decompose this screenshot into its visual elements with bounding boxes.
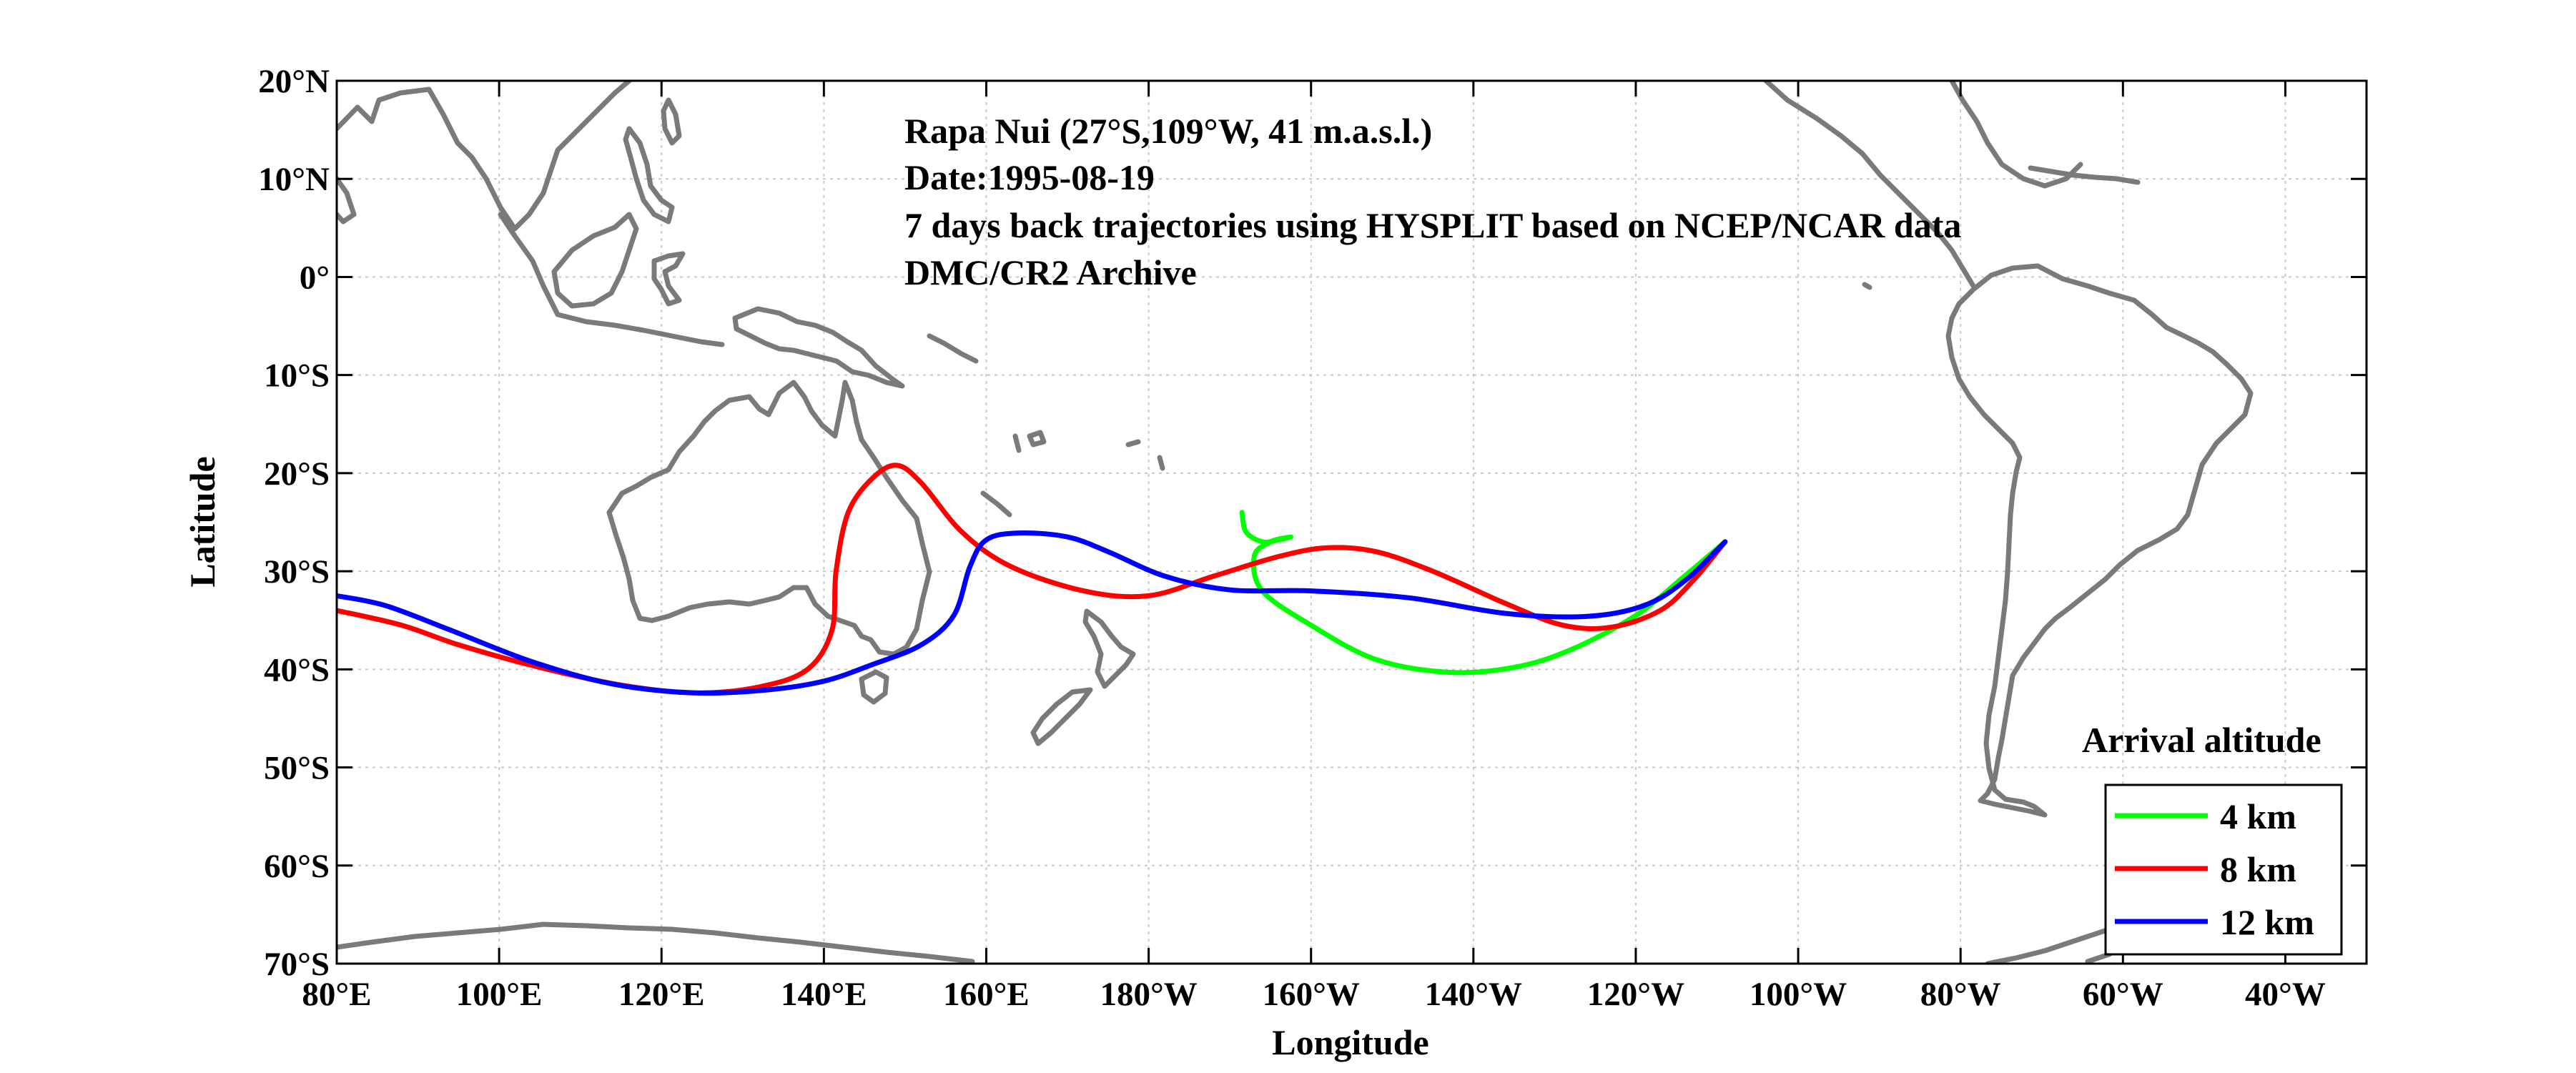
coast-india-tip: [337, 176, 357, 224]
coast-sulawesi: [651, 251, 686, 307]
coast-samoa: [1125, 439, 1141, 448]
axis-ticks: 80°E 100°E 120°E 140°E 160°E 180°W 160°W 140°W 1…: [258, 63, 2367, 1013]
coast-new-guinea: [732, 306, 905, 389]
x-tick-label: 60°W: [2083, 976, 2163, 1013]
coast-taiwan: [661, 97, 682, 146]
x-tick-label: 100°W: [1750, 976, 1847, 1013]
coast-tonga: [1157, 455, 1165, 471]
y-tick-label: 30°S: [264, 553, 330, 590]
x-tick-label: 100°E: [456, 976, 543, 1013]
trajectory-12km: [337, 530, 1728, 696]
y-tick-label: 20°N: [258, 63, 330, 100]
x-axis-title: Longitude: [1272, 1022, 1429, 1062]
coast-galapagos: [1862, 282, 1872, 290]
coast-vanuatu: [1012, 433, 1022, 453]
coast-java-sumatra: [498, 212, 725, 347]
info-line-archive: DMC/CR2 Archive: [904, 252, 1197, 292]
y-tick-label: 20°S: [264, 455, 330, 493]
coast-philippines: [623, 126, 675, 224]
coast-fiji: [1027, 430, 1047, 448]
x-tick-label: 180°W: [1100, 976, 1197, 1013]
y-axis-title: Latitude: [182, 456, 222, 587]
x-tick-label: 140°E: [781, 976, 867, 1013]
coast-antarctica-west: [337, 921, 975, 964]
legend-label-4km: 4 km: [2220, 796, 2296, 836]
info-line-method: 7 days back trajectories using HYSPLIT b…: [904, 205, 1961, 245]
coast-australia: [606, 380, 932, 657]
coast-borneo: [551, 212, 639, 309]
coast-caribbean: [2028, 165, 2141, 185]
info-line-date: Date:1995-08-19: [904, 157, 1155, 197]
legend-title: Arrival altitude: [2082, 720, 2321, 760]
x-tick-label: 40°W: [2245, 976, 2326, 1013]
y-tick-label: 60°S: [264, 848, 330, 885]
coast-gulf-mexico: [1949, 81, 2083, 189]
grid-lines: [337, 81, 2367, 964]
coast-tasmania: [859, 669, 889, 705]
coast-solomons: [927, 333, 979, 364]
coast-se-asia: [337, 81, 632, 232]
x-tick-label: 80°W: [1920, 976, 2001, 1013]
info-line-location: Rapa Nui (27°S,109°W, 41 m.a.s.l.): [904, 111, 1432, 151]
trajectories: [337, 463, 1728, 696]
coast-new-zealand-south: [1030, 687, 1093, 746]
coast-new-zealand-north: [1082, 608, 1136, 689]
legend-label-8km: 8 km: [2220, 849, 2296, 889]
x-tick-label: 160°E: [943, 976, 1030, 1013]
legend: Arrival altitude 4 km 8 km 12 km: [2082, 720, 2343, 956]
y-tick-label: 70°S: [264, 946, 330, 983]
info-annotation: Rapa Nui (27°S,109°W, 41 m.a.s.l.) Date:…: [904, 111, 1961, 292]
y-tick-label: 10°S: [264, 357, 330, 395]
x-tick-label: 120°W: [1587, 976, 1684, 1013]
coast-central-america: [1763, 81, 1976, 289]
plot-frame: [335, 79, 2368, 965]
y-tick-label: 10°N: [258, 161, 330, 198]
y-tick-label: 0°: [300, 259, 330, 296]
coast-new-caledonia: [980, 490, 1012, 518]
legend-label-12km: 12 km: [2220, 902, 2314, 942]
x-tick-label: 120°E: [618, 976, 705, 1013]
coast-south-america: [1945, 263, 2254, 818]
y-tick-label: 40°S: [264, 651, 330, 688]
y-tick-label: 50°S: [264, 750, 330, 787]
x-tick-label: 160°W: [1263, 976, 1360, 1013]
x-tick-label: 140°W: [1425, 976, 1522, 1013]
plot-background: [337, 81, 2367, 964]
x-tick-label: 80°E: [302, 976, 371, 1013]
